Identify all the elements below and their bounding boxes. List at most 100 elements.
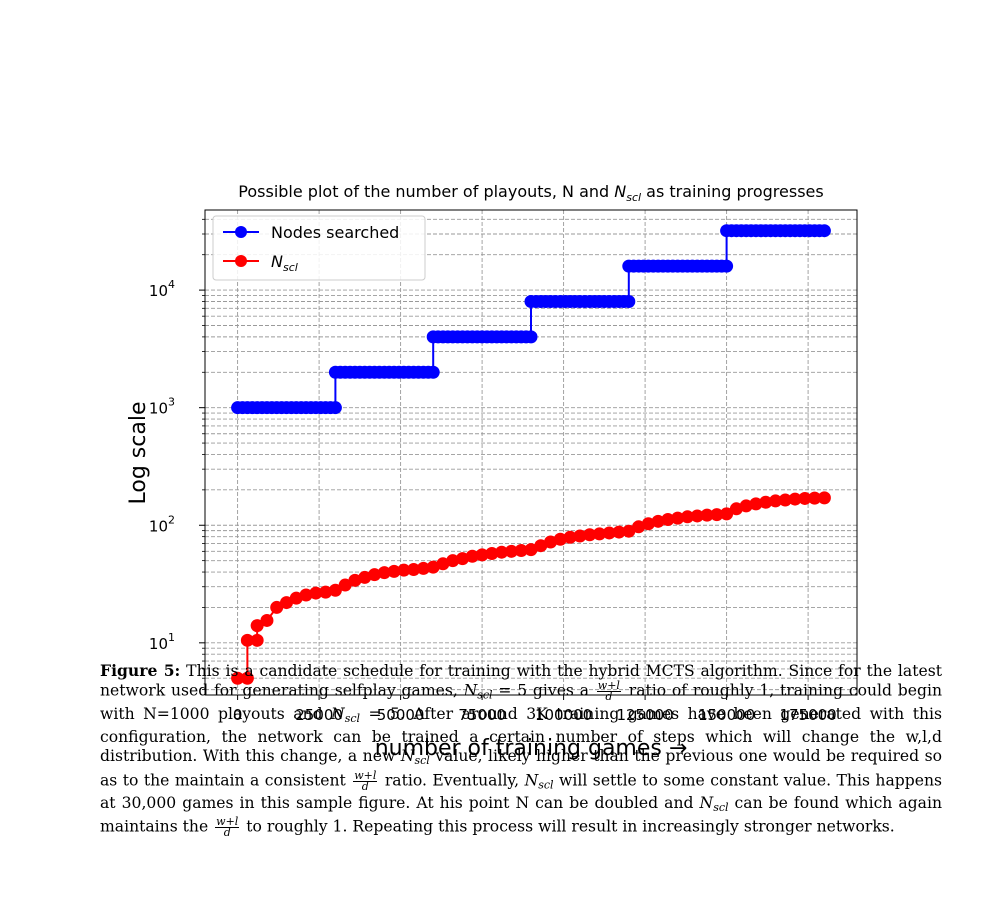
legend-label-nodes: Nodes searched bbox=[271, 223, 399, 242]
math-n: N bbox=[699, 794, 714, 813]
point-nscl bbox=[250, 633, 264, 647]
x-tick-label: 75000 bbox=[458, 706, 506, 724]
fraction-numerator: w+l bbox=[596, 679, 621, 693]
point-nscl bbox=[769, 494, 782, 508]
point-nscl bbox=[759, 495, 773, 509]
y-axis-label: Log scale bbox=[126, 402, 151, 505]
point-nscl bbox=[240, 633, 254, 647]
point-nscl bbox=[407, 563, 421, 577]
series-layer bbox=[231, 224, 831, 685]
point-nscl bbox=[504, 544, 518, 558]
point-nscl bbox=[436, 557, 450, 571]
point-nscl bbox=[680, 510, 694, 524]
point-nodes-searched bbox=[720, 259, 734, 273]
point-nscl bbox=[592, 527, 606, 541]
y-axis-ticks: 101 102 103 104 bbox=[149, 218, 205, 691]
point-nscl bbox=[299, 588, 313, 602]
point-nscl bbox=[416, 561, 430, 575]
point-nscl bbox=[270, 600, 284, 614]
point-nscl bbox=[289, 591, 303, 605]
point-nscl bbox=[514, 543, 528, 557]
math-n: N bbox=[400, 747, 415, 766]
caption-text-4: = 5. After around 3K training games have… bbox=[100, 704, 942, 766]
y-tick-label: 104 bbox=[149, 278, 175, 300]
caption-text-8: can be found which again maintains the bbox=[100, 794, 942, 836]
caption-text-9: to roughly 1. Repeating this process wil… bbox=[241, 817, 895, 836]
point-nscl bbox=[808, 491, 822, 505]
point-nscl bbox=[641, 517, 655, 531]
caption-text-7: will settle to some constant value. This… bbox=[100, 771, 942, 813]
point-nscl bbox=[573, 529, 587, 543]
caption-text-3: ratio of roughly 1, training could begin… bbox=[100, 681, 942, 723]
fraction-numerator: w+l bbox=[353, 768, 378, 782]
point-nscl bbox=[651, 514, 665, 528]
point-nscl bbox=[358, 570, 372, 584]
point-nscl bbox=[534, 539, 548, 553]
y-tick-label: 102 bbox=[149, 513, 175, 535]
point-nodes-searched bbox=[524, 330, 538, 344]
point-nscl bbox=[397, 563, 411, 577]
point-nscl bbox=[690, 509, 704, 523]
point-nscl bbox=[456, 552, 470, 566]
point-nscl bbox=[368, 568, 382, 582]
x-tick-label: 150000 bbox=[698, 706, 755, 724]
x-tick-label: 0 bbox=[233, 706, 243, 724]
point-nscl bbox=[671, 511, 685, 525]
point-nscl bbox=[739, 499, 753, 513]
fraction-numerator: w+l bbox=[215, 815, 240, 829]
point-nscl bbox=[563, 530, 577, 544]
caption-text-2: = 5 gives a bbox=[492, 681, 595, 700]
y-tick-label: 103 bbox=[149, 396, 175, 418]
point-nscl bbox=[583, 528, 597, 542]
math-sub: scl bbox=[713, 801, 729, 815]
point-nscl bbox=[485, 547, 499, 561]
x-axis-ticks: 0 25000 50000 75000 100000 125000 150000 175000 bbox=[233, 695, 837, 724]
point-nscl bbox=[612, 525, 626, 539]
x-tick-label: 50000 bbox=[377, 706, 425, 724]
math-fraction: w+l d bbox=[596, 679, 621, 704]
grid-lines bbox=[205, 210, 857, 695]
caption-text-5: value, likely higher than the previous o… bbox=[100, 747, 942, 790]
point-nscl bbox=[632, 520, 646, 534]
point-nscl bbox=[250, 619, 264, 633]
point-nodes-searched bbox=[817, 224, 831, 238]
math-n: N bbox=[331, 704, 345, 723]
chart-title: Possible plot of the number of playouts,… bbox=[238, 182, 823, 204]
plot-frame bbox=[204, 209, 858, 696]
point-nscl bbox=[319, 585, 333, 599]
x-tick-label: 175000 bbox=[779, 706, 836, 724]
point-nscl bbox=[700, 508, 714, 522]
fraction-denominator: d bbox=[605, 690, 613, 704]
point-nscl bbox=[328, 583, 342, 597]
point-nscl bbox=[729, 502, 743, 516]
point-nscl bbox=[720, 507, 734, 521]
point-nscl bbox=[817, 491, 831, 505]
point-nodes-searched bbox=[426, 365, 440, 379]
legend-label-nscl: Nscl​ bbox=[271, 252, 298, 274]
fraction-denominator: d bbox=[223, 826, 231, 840]
legend-marker-nscl bbox=[235, 255, 247, 267]
point-nodes-searched bbox=[622, 294, 636, 308]
point-nscl bbox=[661, 512, 675, 526]
x-axis-label: number of training games → bbox=[375, 736, 688, 761]
point-nscl bbox=[553, 532, 567, 546]
math-sub: scl bbox=[538, 778, 554, 792]
point-nscl bbox=[788, 492, 802, 506]
math-fraction: w+l d bbox=[353, 768, 378, 793]
point-nscl bbox=[240, 671, 254, 685]
point-nscl bbox=[544, 535, 558, 549]
y-tick-label: 101 bbox=[149, 631, 175, 653]
x-tick-label: 100000 bbox=[535, 706, 592, 724]
fraction-denominator: d bbox=[361, 779, 369, 793]
point-nscl bbox=[798, 491, 812, 505]
point-nscl bbox=[377, 566, 391, 580]
legend-marker-nodes bbox=[235, 226, 247, 238]
point-nscl bbox=[446, 554, 460, 568]
point-nscl bbox=[426, 560, 440, 574]
caption-text-6: ratio. Eventually, bbox=[379, 771, 525, 790]
point-nscl bbox=[622, 524, 636, 538]
point-nscl bbox=[778, 493, 792, 507]
figure-caption: Figure 5: This is a candidate schedule f… bbox=[100, 661, 942, 838]
point-nscl bbox=[475, 548, 489, 562]
point-nscl bbox=[231, 671, 245, 685]
